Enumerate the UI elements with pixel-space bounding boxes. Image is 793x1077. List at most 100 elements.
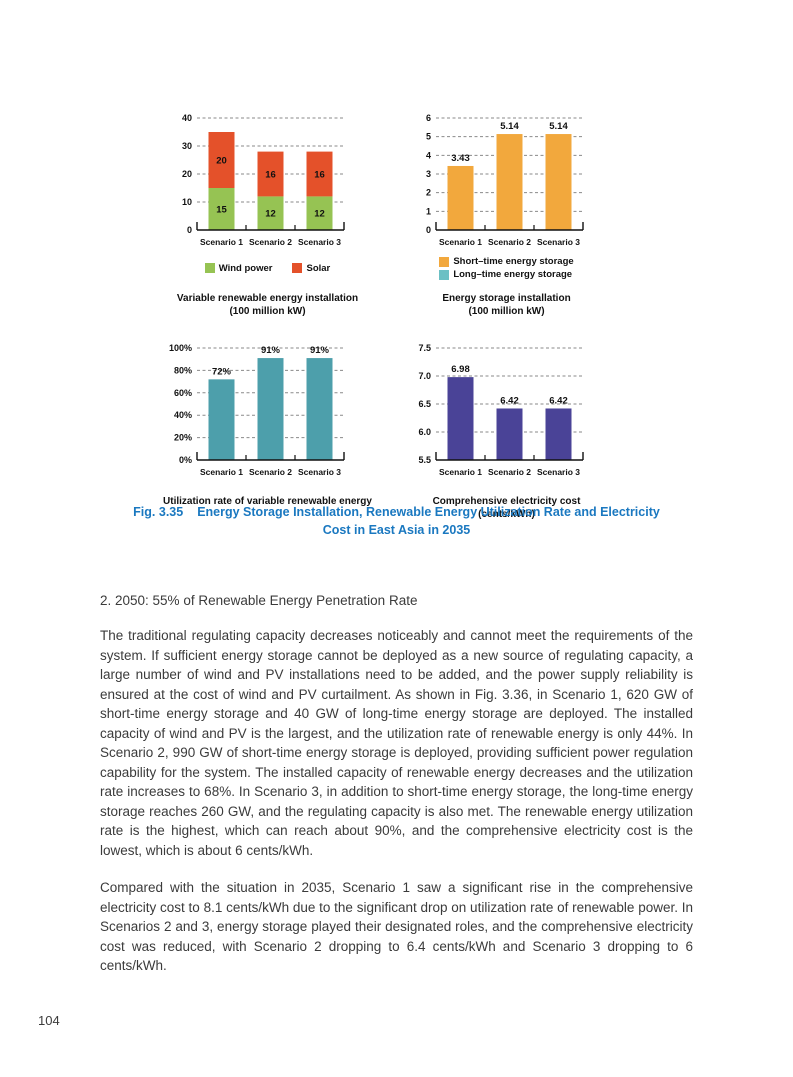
bar-segment — [306, 151, 333, 197]
category-label: Scenario 3 — [537, 467, 580, 477]
category-label: Scenario 3 — [298, 237, 341, 247]
bar-value-label: 20 — [216, 156, 227, 167]
bar-value-label: 6.98 — [451, 364, 470, 375]
bar-value-label: 12 — [265, 209, 276, 220]
y-tick-label: 0 — [187, 225, 192, 235]
bar-value-label: 5.14 — [549, 121, 568, 132]
y-tick-label: 7.5 — [418, 343, 431, 353]
y-tick-label: 5 — [426, 132, 431, 142]
body-paragraph-2: Compared with the situation in 2035, Sce… — [100, 880, 693, 973]
bar-segment — [257, 196, 284, 230]
bar — [208, 379, 235, 460]
y-tick-label: 40 — [182, 113, 192, 123]
y-tick-label: 6 — [426, 113, 431, 123]
chart-canvas: 5.5 6.0 6.5 7.0 7.5 6.98 Scenario 1 6.42 Scenari… — [418, 343, 584, 477]
bar — [447, 165, 474, 230]
chart-energy-storage-installation: 0 1 2 3 4 5 6 3.43 Scenario 1 5.14 Scenario 2 5.14 S… — [394, 104, 619, 318]
category-label: Scenario 1 — [200, 237, 243, 247]
y-tick-label: 0% — [179, 455, 192, 465]
category-label: Scenario 2 — [488, 467, 531, 477]
bar — [257, 358, 284, 460]
y-tick-label: 20 — [182, 169, 192, 179]
bar-value-label: 12 — [314, 209, 325, 220]
y-tick-label: 6.0 — [418, 427, 431, 437]
bar-value-label: 15 — [216, 205, 227, 216]
chart-title: Variable renewable energy installation (1… — [176, 293, 359, 317]
legend-item: Long–time energy storage — [439, 269, 573, 280]
legend-swatch-icon — [204, 263, 215, 273]
chart-comprehensive-electricity-cost: 5.5 6.0 6.5 7.0 7.5 6.98 Scenario 1 6.42 Scenari… — [394, 334, 619, 521]
category-label: Scenario 1 — [200, 467, 243, 477]
category-label: Scenario 1 — [439, 237, 482, 247]
bar — [306, 358, 333, 460]
y-tick-label: 20% — [174, 433, 192, 443]
legend-item: Wind power — [204, 262, 273, 274]
y-tick-label: 1 — [426, 206, 431, 216]
figure-caption: Fig. 3.35 Energy Storage Installation, Re… — [100, 503, 693, 539]
bar-value-label: 5.14 — [500, 121, 519, 132]
chart-title: Energy storage installation (100 million … — [442, 293, 571, 317]
y-tick-label: 40% — [174, 410, 192, 420]
chart-canvas: 0 1 2 3 4 5 6 3.43 Scenario 1 5.14 Scenario 2 5.14 S… — [426, 113, 584, 247]
figure-caption-line2: Cost in East Asia in 2035 — [322, 523, 471, 537]
bar-value-label: 6.42 — [549, 395, 568, 406]
bar — [545, 408, 572, 460]
y-tick-label: 100% — [169, 343, 192, 353]
bar-value-label: 6.42 — [500, 395, 519, 406]
chart-utilization-rate: 0% 20% 40% 60% 80% 100% 72% Scenario 1 91% Scenar… — [155, 334, 380, 521]
legend-label: Short–time energy storage — [453, 256, 574, 267]
y-tick-label: 6.5 — [418, 399, 431, 409]
bar-value-label: 91% — [310, 345, 330, 356]
legend-swatch-icon — [292, 263, 303, 273]
chart-canvas: 0 10 20 30 40 15 20 Scenario 1 12 16 Scenario 2 12 1… — [182, 113, 345, 247]
bar — [545, 134, 572, 230]
y-tick-label: 3 — [426, 169, 431, 179]
legend-item: Short–time energy storage — [439, 256, 574, 267]
legend-label: Long–time energy storage — [453, 269, 573, 280]
category-label: Scenario 2 — [488, 237, 531, 247]
legend-label: Solar — [306, 262, 331, 274]
page-number: 104 — [38, 1013, 60, 1028]
category-label: Scenario 1 — [439, 467, 482, 477]
y-tick-label: 7.0 — [418, 371, 431, 381]
bar — [496, 408, 523, 460]
bar-value-label: 72% — [212, 366, 232, 377]
figure-3-35: 0 10 20 30 40 15 20 Scenario 1 12 16 Scenario 2 12 1… — [155, 104, 625, 521]
bar-value-label: 16 — [314, 170, 325, 181]
chart-title: Utilization rate of variable renewable e… — [163, 496, 372, 507]
category-label: Scenario 3 — [537, 237, 580, 247]
legend-swatch-icon — [439, 256, 450, 267]
legend-item: Solar — [292, 263, 330, 274]
bar-segment — [208, 188, 235, 230]
section-heading: 2. 2050: 55% of Renewable Energy Penetra… — [100, 593, 418, 608]
body-paragraph-1: The traditional regulating capacity decr… — [100, 628, 693, 858]
category-label: Scenario 2 — [249, 467, 292, 477]
chart-legend: Wind power Solar — [155, 252, 380, 284]
y-tick-label: 0 — [426, 225, 431, 235]
y-tick-label: 4 — [426, 150, 431, 160]
y-tick-label: 10 — [182, 197, 192, 207]
legend-label: Wind power — [218, 262, 273, 274]
chart-canvas: 0% 20% 40% 60% 80% 100% 72% Scenario 1 91% Scenar… — [169, 343, 345, 477]
chart-legend: Short–time energy storage Long–time energ… — [394, 252, 619, 284]
figure-caption-line1: Fig. 3.35 Energy Storage Installation, Re… — [100, 503, 693, 521]
category-label: Scenario 2 — [249, 237, 292, 247]
figure-caption-text: Energy Storage Installation, Renewable E… — [197, 505, 660, 519]
chart-variable-renewable-energy-installation: 0 10 20 30 40 15 20 Scenario 1 12 16 Scenario 2 12 1… — [155, 104, 380, 318]
y-tick-label: 60% — [174, 388, 192, 398]
bar — [496, 134, 523, 230]
bar-value-label: 16 — [265, 170, 276, 181]
bar-segment — [257, 151, 284, 197]
bar-value-label: 91% — [261, 345, 281, 356]
bar-segment — [306, 196, 333, 230]
y-tick-label: 30 — [182, 141, 192, 151]
bar-segment — [208, 132, 235, 188]
category-label: Scenario 3 — [298, 467, 341, 477]
y-tick-label: 2 — [426, 188, 431, 198]
chart-title: Comprehensive electricity cost (cents/kWh… — [432, 496, 581, 520]
legend-swatch-icon — [439, 269, 450, 280]
bar — [447, 377, 474, 460]
y-tick-label: 5.5 — [418, 455, 431, 465]
figure-caption-label: Fig. 3.35 — [133, 505, 184, 519]
